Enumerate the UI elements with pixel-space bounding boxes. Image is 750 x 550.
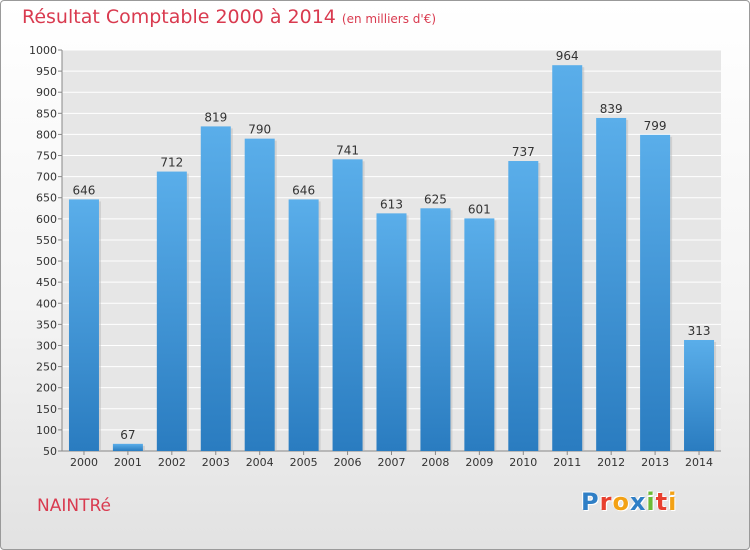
title-unit: (en milliers d'€) xyxy=(341,12,437,26)
y-tick-label: 500 xyxy=(36,255,57,268)
bar xyxy=(508,161,539,452)
x-tick-label: 2014 xyxy=(685,456,713,469)
bar xyxy=(684,339,715,451)
bar xyxy=(464,218,495,451)
y-tick-label: 50 xyxy=(43,445,57,458)
y-tick-label: 400 xyxy=(36,297,57,310)
bar xyxy=(200,126,231,451)
x-tick-label: 2003 xyxy=(202,456,230,469)
data-label: 601 xyxy=(468,202,491,216)
proxiti-logo: Proxiti xyxy=(581,488,677,516)
commune-name: NAINTRé xyxy=(37,496,111,516)
bar xyxy=(156,171,187,451)
y-tick-label: 800 xyxy=(36,128,57,141)
x-tick-label: 2000 xyxy=(70,456,98,469)
logo-letter: x xyxy=(629,488,647,516)
y-tick-label: 200 xyxy=(36,382,57,395)
chart-title: Résultat Comptable 2000 à 2014 (en millie… xyxy=(22,6,436,28)
data-label: 313 xyxy=(688,324,711,338)
x-tick-label: 2007 xyxy=(378,456,406,469)
bar xyxy=(332,159,363,451)
x-tick-label: 2011 xyxy=(553,456,581,469)
y-tick-label: 750 xyxy=(36,150,57,163)
bar xyxy=(68,199,99,451)
title-text: Résultat Comptable 2000 à 2014 xyxy=(22,6,336,28)
y-tick-label: 100 xyxy=(36,424,57,437)
logo-letter: i xyxy=(668,488,678,516)
data-label: 790 xyxy=(248,123,271,137)
data-label: 646 xyxy=(292,183,315,197)
data-label: 741 xyxy=(336,143,359,157)
x-tick-label: 2009 xyxy=(465,456,493,469)
x-tick-label: 2005 xyxy=(290,456,318,469)
data-label: 737 xyxy=(512,145,535,159)
y-tick-label: 300 xyxy=(36,339,57,352)
x-tick-label: 2013 xyxy=(641,456,669,469)
x-tick-label: 2002 xyxy=(158,456,186,469)
bar xyxy=(288,199,319,451)
bar xyxy=(376,213,407,451)
data-label: 712 xyxy=(160,156,183,170)
y-tick-label: 1000 xyxy=(29,44,57,57)
logo-letter: P xyxy=(581,488,600,516)
bar xyxy=(596,117,627,451)
data-label: 799 xyxy=(644,119,667,133)
bar xyxy=(552,65,583,451)
data-label: 613 xyxy=(380,197,403,211)
y-tick-label: 650 xyxy=(36,192,57,205)
logo-letter: r xyxy=(599,488,613,516)
y-tick-label: 450 xyxy=(36,276,57,289)
data-label: 839 xyxy=(600,102,623,116)
y-tick-label: 550 xyxy=(36,234,57,247)
bar xyxy=(420,208,451,451)
y-tick-label: 150 xyxy=(36,403,57,416)
y-tick-label: 700 xyxy=(36,171,57,184)
data-label: 964 xyxy=(556,49,579,63)
bar xyxy=(112,443,143,451)
x-tick-label: 2004 xyxy=(246,456,274,469)
logo-letter: o xyxy=(612,488,630,516)
bar xyxy=(244,138,275,452)
data-label: 625 xyxy=(424,192,447,206)
bar xyxy=(640,134,671,452)
y-tick-label: 350 xyxy=(36,318,57,331)
x-tick-label: 2010 xyxy=(509,456,537,469)
x-tick-label: 2008 xyxy=(421,456,449,469)
y-tick-label: 600 xyxy=(36,213,57,226)
x-tick-label: 2012 xyxy=(597,456,625,469)
logo-letter: i xyxy=(646,488,656,516)
data-label: 819 xyxy=(204,110,227,124)
logo-letter: t xyxy=(655,488,669,516)
data-label: 646 xyxy=(73,183,96,197)
y-tick-label: 850 xyxy=(36,107,57,120)
x-tick-label: 2006 xyxy=(334,456,362,469)
data-label: 67 xyxy=(120,428,135,442)
y-tick-label: 950 xyxy=(36,65,57,78)
y-tick-label: 900 xyxy=(36,86,57,99)
y-tick-label: 250 xyxy=(36,361,57,374)
x-tick-label: 2001 xyxy=(114,456,142,469)
